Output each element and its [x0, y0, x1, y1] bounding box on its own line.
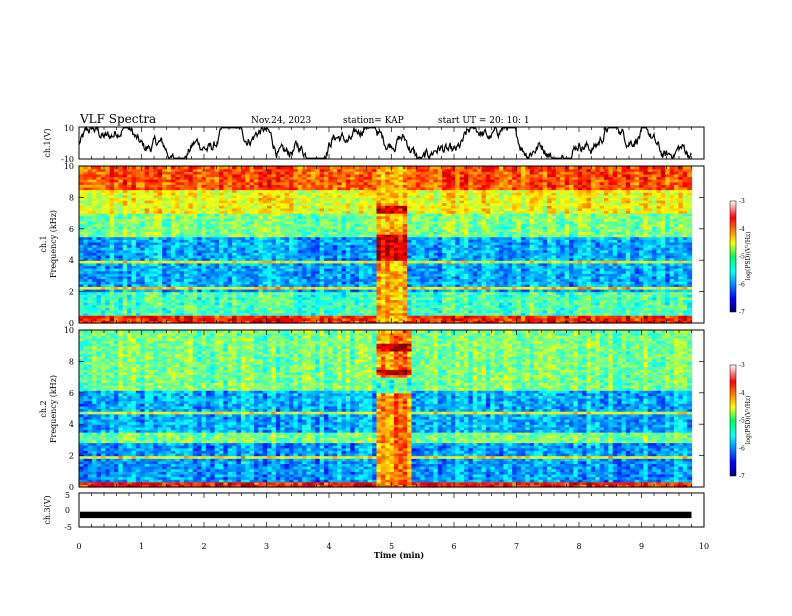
x-tick-label: 1 — [139, 542, 144, 551]
spec-ytick-label: 2 — [69, 452, 74, 461]
colorbar-tick-label: -7 — [739, 473, 745, 480]
station-label: station= KAP — [343, 116, 404, 126]
ch1-waveform-panel: 10 -10 ch.1(V) — [43, 124, 704, 164]
ch1-ytick-top: 10 — [64, 124, 74, 133]
start-time-label: start UT = 20: 10: 1 — [438, 116, 530, 126]
ch1-spec-ylabel-line2: Frequency (kHz) — [49, 210, 58, 278]
x-tick-label: 7 — [514, 542, 519, 551]
x-tick-label: 10 — [699, 542, 709, 551]
ch1-waveform-line — [79, 128, 692, 158]
x-tick-label: 0 — [76, 542, 81, 551]
colorbar-tick-label: -3 — [739, 362, 745, 369]
x-tick-label: 8 — [576, 542, 581, 551]
x-tick-label: 3 — [264, 542, 269, 551]
ch2-spec-ylabel-line1: ch.2 — [39, 400, 48, 417]
ch1-colorbar-label: log(PSD)(V²/Hz) — [745, 232, 752, 281]
x-tick-label: 4 — [326, 542, 331, 551]
ch3-ytick-mid: 0 — [65, 506, 70, 515]
x-tick-label: 9 — [639, 542, 644, 551]
spec-ytick-label: 6 — [69, 389, 74, 398]
x-axis-label: Time (min) — [374, 550, 424, 560]
colorbar-tick-label: -3 — [739, 198, 745, 205]
ch3-ylabel: ch.3(V) — [43, 495, 52, 524]
colorbar-tick-label: -7 — [739, 309, 745, 316]
colorbar-tick-label: -6 — [739, 445, 745, 452]
spec-ytick-label: 10 — [64, 326, 74, 335]
ch1-spectrogram-heatmap — [79, 166, 692, 324]
spec-ytick-label: 8 — [69, 193, 74, 202]
ch3-waveform-line — [80, 512, 692, 518]
spec-ytick-label: 8 — [69, 357, 74, 366]
colorbar-tick-label: -6 — [739, 281, 745, 288]
ch2-spec-ylabel-line2: Frequency (kHz) — [49, 375, 58, 443]
ch3-waveform-frame — [79, 493, 704, 527]
spec-ytick-label: 6 — [69, 225, 74, 234]
x-tick-label: 2 — [201, 542, 206, 551]
ch1-spec-ylabel-line1: ch.1 — [39, 235, 48, 252]
spec-ytick-label: 2 — [69, 288, 74, 297]
date-label: Nov.24, 2023 — [251, 116, 312, 126]
ch3-ytick-top: 5 — [65, 491, 70, 500]
ch2-spectrogram-heatmap — [79, 330, 692, 488]
ch2-colorbar — [730, 365, 736, 476]
ch1-colorbar — [730, 201, 736, 312]
spec-ytick-label: 10 — [64, 162, 74, 171]
spec-ytick-label: 4 — [69, 420, 74, 429]
ch3-ytick-bottom: -5 — [64, 523, 72, 532]
ch2-colorbar-label: log(PSD)(V²/Hz) — [745, 396, 752, 445]
spec-ytick-label: 4 — [69, 256, 74, 265]
ch1-ylabel: ch.1(V) — [43, 128, 52, 157]
x-tick-label: 6 — [451, 542, 456, 551]
figure-title: VLF Spectra — [79, 112, 156, 126]
